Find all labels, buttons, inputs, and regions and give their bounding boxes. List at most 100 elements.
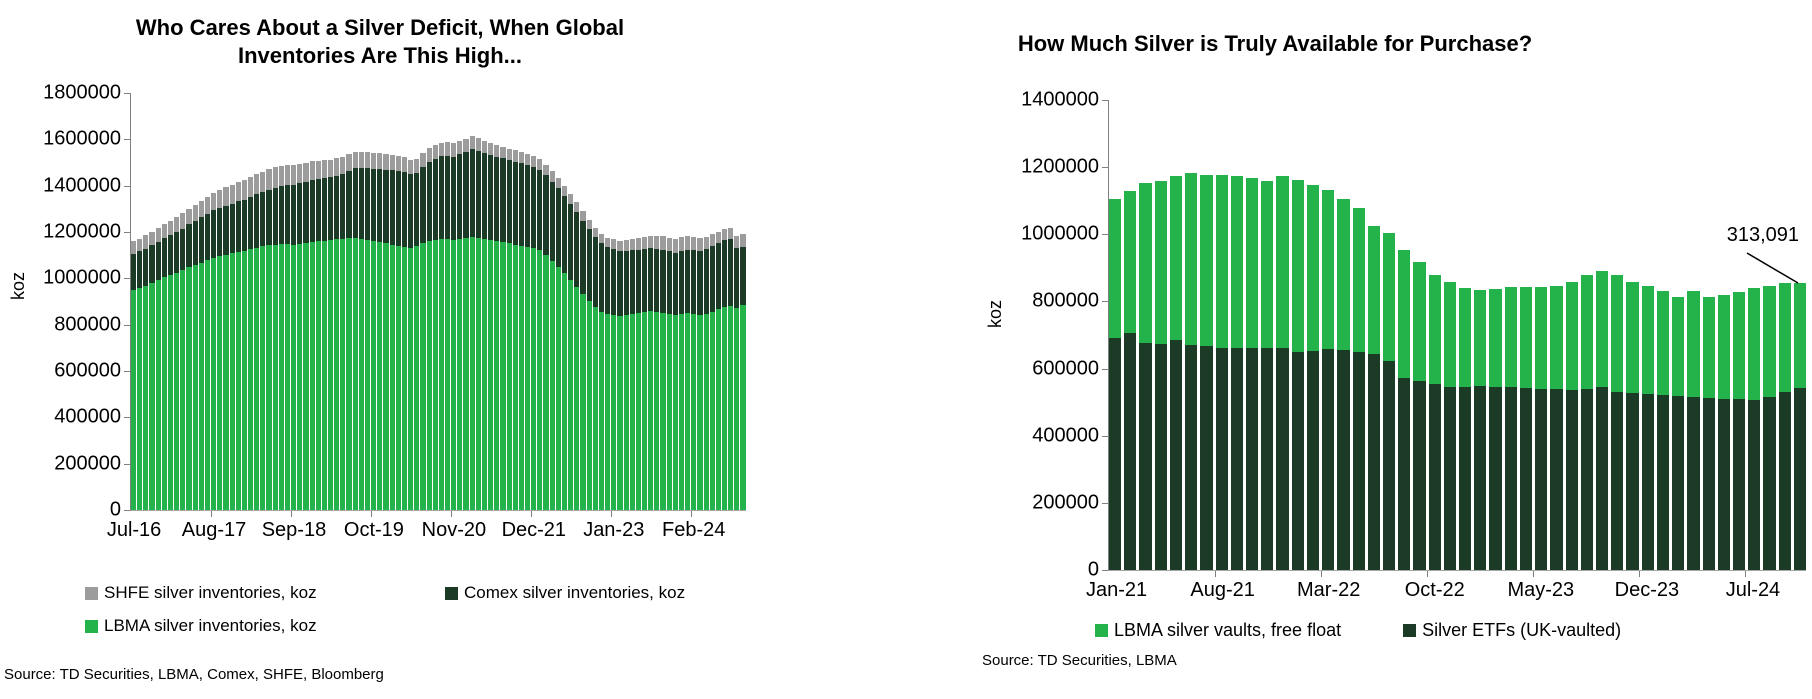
bar-segment <box>1139 182 1152 344</box>
bar-segment <box>284 244 291 510</box>
bar-segment <box>346 154 352 172</box>
bar-segment <box>537 169 543 251</box>
bar-Feb-19 <box>321 93 327 510</box>
x-tick-mark <box>610 511 612 517</box>
bar-segment <box>488 142 494 155</box>
bar-segment <box>260 171 266 192</box>
x-tick-label: Oct-19 <box>343 519 404 541</box>
bar-segment <box>488 239 494 510</box>
bar-Aug-19 <box>358 93 364 510</box>
bar-segment <box>740 246 746 305</box>
bar-segment <box>1641 393 1654 570</box>
x-tick-label: Nov-20 <box>421 519 487 541</box>
bar-Aug-24 <box>728 93 734 510</box>
bar-segment <box>334 175 340 240</box>
bar-segment <box>408 174 414 248</box>
bar-segment <box>691 250 697 315</box>
bar-segment <box>383 243 389 510</box>
bar-Dec-22 <box>605 93 611 510</box>
bar-segment <box>260 191 266 247</box>
bar-Nov-23 <box>1626 100 1639 570</box>
bar-segment <box>525 246 531 510</box>
bar-segment <box>1276 348 1289 570</box>
bar-segment <box>561 185 568 196</box>
bar-segment <box>568 194 574 204</box>
bar-segment <box>518 245 524 510</box>
legend-label: LBMA silver vaults, free float <box>1114 620 1342 640</box>
bar-Nov-22 <box>1443 100 1457 570</box>
bar-segment <box>672 315 678 510</box>
y-tick-mark <box>1102 301 1108 303</box>
right-chart-panel: How Much Silver is Truly Available for P… <box>955 0 1812 699</box>
bar-segment <box>235 181 241 202</box>
bar-segment <box>500 146 506 159</box>
bar-segment <box>537 250 543 510</box>
bar-Dec-23 <box>1641 100 1654 570</box>
bar-Oct-24 <box>1793 100 1807 570</box>
bar-segment <box>641 237 648 250</box>
x-tick-mark <box>1639 571 1641 577</box>
bar-Apr-19 <box>334 93 340 510</box>
legend-label: SHFE silver inventories, koz <box>104 583 317 602</box>
bar-May-17 <box>192 93 198 510</box>
bar-Jan-22 <box>1291 100 1304 570</box>
bar-segment <box>457 238 463 510</box>
y-tick-label: 1000000 <box>1021 222 1099 245</box>
bar-segment <box>1154 344 1167 570</box>
y-tick-mark <box>124 139 130 141</box>
bar-segment <box>678 251 685 315</box>
bar-segment <box>432 158 438 240</box>
bar-segment <box>1702 398 1715 570</box>
bar-segment <box>1291 351 1304 570</box>
bar-Mar-17 <box>180 93 186 510</box>
bar-segment <box>586 301 592 510</box>
bar-segment <box>364 239 371 510</box>
bar-segment <box>297 183 303 244</box>
bar-segment <box>488 154 494 240</box>
bar-segment <box>297 243 303 510</box>
bar-segment <box>1154 181 1167 345</box>
bar-segment <box>241 179 247 200</box>
bar-segment <box>334 239 340 510</box>
bar-Mar-22 <box>1322 100 1335 570</box>
bar-segment <box>728 238 734 306</box>
bar-segment <box>1474 289 1487 387</box>
bar-Sep-19 <box>364 93 371 510</box>
bar-Dec-21 <box>1276 100 1289 570</box>
bar-Jul-19 <box>352 93 358 510</box>
bar-segment <box>297 163 303 184</box>
y-tick-mark <box>124 185 130 187</box>
bar-segment <box>685 235 691 250</box>
bar-segment <box>537 159 543 170</box>
bar-segment <box>506 148 512 160</box>
bar-segment <box>1504 387 1517 570</box>
bar-segment <box>1626 281 1639 393</box>
bar-Nov-19 <box>377 93 383 510</box>
y-tick-label: 1200000 <box>1021 155 1099 178</box>
bar-Aug-23 <box>654 93 660 510</box>
bar-segment <box>481 153 488 239</box>
bar-Nov-21 <box>525 93 531 510</box>
bar-Jan-18 <box>241 93 247 510</box>
bar-segment <box>654 311 660 510</box>
bar-segment <box>444 238 451 510</box>
bar-segment <box>568 280 574 510</box>
right-plot-frame: 1400000 1200000 1000000 800000 600000 400000 2… <box>1021 89 1807 601</box>
bar-segment <box>414 158 420 174</box>
right-chart-title: How Much Silver is Truly Available for P… <box>1017 31 1533 56</box>
bar-segment <box>223 187 229 206</box>
bar-segment <box>672 238 678 254</box>
bar-Apr-22 <box>555 93 561 510</box>
bar-segment <box>377 242 383 510</box>
bar-Nov-22 <box>598 93 605 510</box>
bar-segment <box>438 238 444 510</box>
bar-Jun-24 <box>1732 100 1746 570</box>
bar-segment <box>1185 173 1198 346</box>
bar-segment <box>1139 343 1152 570</box>
bar-segment <box>180 270 186 510</box>
bar-Nov-16 <box>155 93 161 510</box>
bar-Jul-23 <box>1565 100 1578 570</box>
bar-segment <box>494 144 500 157</box>
bar-segment <box>291 165 297 185</box>
bar-segment <box>223 254 229 510</box>
